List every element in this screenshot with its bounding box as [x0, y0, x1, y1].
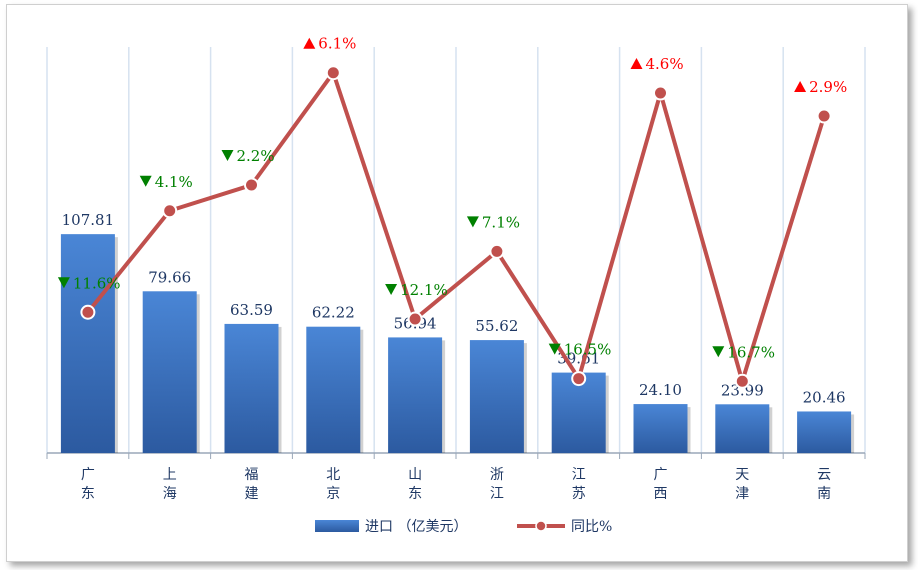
bar-series	[60, 234, 855, 453]
bar-label-天津: 23.99	[721, 381, 764, 399]
trend-down-icon	[385, 284, 398, 296]
line-point-北京	[325, 65, 341, 81]
trend-up-icon	[630, 58, 643, 70]
line-series	[80, 65, 832, 389]
bar-北京	[306, 326, 361, 453]
trend-up-icon	[794, 81, 807, 93]
bar-福建	[224, 323, 279, 453]
bar-label-北京: 62.22	[312, 304, 355, 322]
chart: 107.8179.6663.5962.2256.9455.6239.6124.1…	[46, 35, 866, 535]
bar-上海	[142, 291, 197, 453]
line-label-山东: 12.1%	[400, 281, 448, 299]
category-label-山东: 山东	[408, 467, 422, 502]
line-point-广东	[80, 304, 96, 320]
trend-down-icon	[139, 175, 152, 187]
trend-down-icon	[548, 343, 561, 355]
trend-down-icon	[57, 277, 70, 289]
line-point-广西	[653, 85, 668, 101]
trend-down-icon	[466, 216, 479, 228]
category-labels: 广东 上海 福建 北京 山东 浙江 江苏 广西 天津 云南	[81, 467, 831, 502]
bar-label-浙江: 55.62	[475, 317, 518, 335]
legend: 进口 （亿美元） 同比%	[315, 519, 612, 535]
line-label-浙江: 7.1%	[482, 213, 520, 231]
line-point-天津	[734, 373, 750, 389]
bar-广东	[60, 234, 115, 453]
bar-label-云南: 20.46	[803, 388, 846, 406]
bar-label-广西: 24.10	[639, 381, 682, 399]
line-point-福建	[244, 177, 259, 193]
bar-广西	[633, 404, 688, 453]
bar-云南	[797, 411, 852, 453]
bar-label-广东: 107.81	[62, 211, 115, 229]
line-label-江苏: 16.5%	[564, 341, 612, 359]
category-label-浙江: 浙江	[490, 467, 504, 502]
bar-label-上海: 79.66	[148, 268, 191, 286]
line-label-上海: 4.1%	[155, 173, 193, 191]
legend-bar-label: 进口 （亿美元）	[365, 519, 467, 535]
line-point-上海	[162, 203, 178, 219]
legend-line-label: 同比%	[571, 519, 612, 535]
bar-label-福建: 63.59	[230, 301, 273, 319]
category-label-广东: 广东	[81, 467, 95, 502]
legend-bar-swatch	[315, 520, 359, 532]
line-label-北京: 6.1%	[318, 35, 356, 53]
line-label-广西: 4.6%	[646, 55, 684, 73]
line-point-云南	[816, 108, 832, 124]
category-label-广西: 广西	[654, 467, 668, 502]
legend-line-marker	[535, 520, 547, 532]
bar-浙江	[469, 340, 524, 453]
line-label-云南: 2.9%	[809, 78, 847, 96]
category-label-北京: 北京	[326, 467, 340, 502]
category-label-天津: 天津	[735, 467, 749, 502]
line-path	[86, 70, 827, 384]
bar-value-labels: 107.8179.6663.5962.2256.9455.6239.6124.1…	[62, 211, 846, 406]
line-point-山东	[407, 311, 423, 327]
line-label-天津: 16.7%	[727, 343, 775, 361]
trend-down-icon	[712, 346, 725, 358]
category-label-江苏: 江苏	[572, 467, 586, 502]
line-label-福建: 2.2%	[237, 147, 275, 165]
line-point-江苏	[571, 371, 587, 387]
bar-山东	[388, 337, 443, 453]
chart-frame: 107.8179.6663.5962.2256.9455.6239.6124.1…	[6, 4, 908, 562]
trend-up-icon	[303, 37, 316, 49]
category-label-云南: 云南	[817, 467, 831, 502]
line-value-labels: 11.6% 4.1% 2.2% 6.1% 12.1% 7.1% 16.5% 4.6% 16.7%…	[57, 35, 847, 361]
category-label-福建: 福建	[245, 467, 259, 502]
line-point-浙江	[489, 243, 505, 259]
bar-天津	[715, 404, 770, 453]
category-label-上海: 上海	[163, 467, 177, 502]
line-label-广东: 11.6%	[73, 274, 121, 292]
trend-down-icon	[221, 150, 234, 162]
